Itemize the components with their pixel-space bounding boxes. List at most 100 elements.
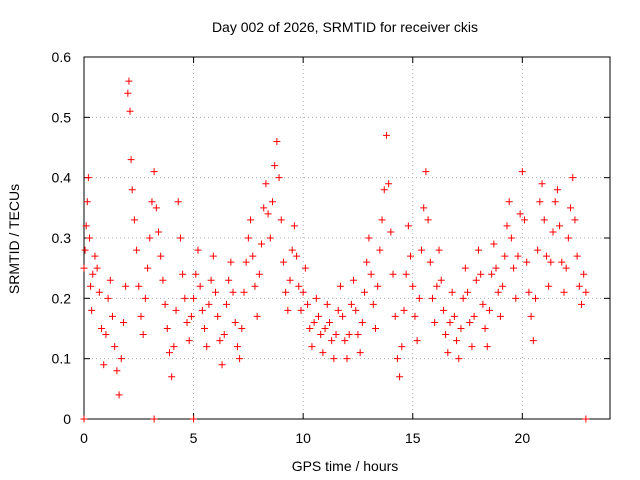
data-point	[549, 228, 557, 236]
data-point	[91, 252, 99, 260]
data-point	[84, 174, 92, 182]
data-point	[133, 246, 141, 254]
data-point	[95, 288, 103, 296]
data-point	[174, 198, 182, 206]
data-point	[139, 331, 147, 339]
data-point	[297, 306, 305, 314]
data-point	[115, 391, 123, 399]
data-point	[490, 240, 498, 248]
data-point	[323, 300, 331, 308]
data-point	[255, 270, 263, 278]
data-point	[181, 294, 189, 302]
data-point	[328, 337, 336, 345]
data-point	[80, 264, 88, 272]
y-tick-label: 0.5	[52, 109, 72, 125]
data-point	[277, 216, 285, 224]
data-point	[538, 180, 546, 188]
data-point	[573, 252, 581, 260]
chart-title: Day 002 of 2026, SRMTID for receiver cki…	[212, 19, 478, 35]
data-point	[356, 349, 364, 357]
y-tick-label: 0.4	[52, 170, 72, 186]
data-point	[387, 228, 395, 236]
data-point	[163, 325, 171, 332]
data-point	[111, 343, 119, 351]
data-point	[301, 264, 309, 272]
data-point	[279, 258, 287, 266]
data-point	[106, 276, 114, 284]
data-point	[137, 312, 145, 320]
data-point	[290, 222, 298, 230]
data-point	[150, 415, 158, 423]
data-point	[453, 337, 461, 345]
data-point	[468, 343, 476, 351]
data-point	[146, 234, 154, 242]
data-point	[247, 216, 255, 224]
data-point	[102, 331, 110, 339]
data-point	[253, 312, 261, 320]
data-point	[448, 288, 456, 296]
data-point	[308, 343, 316, 351]
data-point	[512, 294, 520, 302]
data-point	[122, 282, 130, 290]
data-point	[518, 168, 526, 176]
data-point	[330, 355, 338, 363]
x-tick-label: 15	[405, 430, 421, 446]
data-point	[165, 349, 173, 357]
data-point	[461, 264, 469, 272]
data-point	[488, 270, 496, 278]
data-point	[435, 246, 443, 254]
data-point	[260, 204, 268, 212]
data-point	[172, 306, 180, 314]
data-point	[531, 294, 539, 302]
data-point	[185, 337, 193, 345]
data-point	[361, 288, 369, 296]
data-point	[159, 276, 167, 284]
data-point	[569, 174, 577, 182]
data-point	[187, 312, 195, 320]
data-point	[510, 264, 518, 272]
data-point	[527, 312, 535, 320]
data-point	[183, 318, 191, 326]
data-point	[444, 349, 452, 357]
data-point	[148, 198, 156, 206]
data-point	[347, 300, 355, 308]
data-point	[494, 288, 502, 296]
data-point	[104, 294, 112, 302]
data-point	[205, 300, 213, 308]
data-point	[389, 270, 397, 278]
data-point	[400, 306, 408, 314]
data-point	[231, 318, 239, 326]
data-point	[249, 252, 257, 260]
data-point	[545, 282, 553, 290]
data-point	[321, 325, 329, 332]
data-point	[466, 318, 474, 326]
data-point	[203, 343, 211, 351]
data-point	[293, 252, 301, 260]
data-point	[124, 89, 132, 97]
data-point	[306, 325, 314, 332]
data-point	[426, 258, 434, 266]
data-point	[325, 318, 333, 326]
data-point	[85, 234, 93, 242]
data-point	[409, 282, 417, 290]
data-point	[578, 300, 586, 308]
data-point	[450, 312, 458, 320]
data-point	[391, 312, 399, 320]
data-point	[299, 288, 307, 296]
data-point	[93, 264, 101, 272]
data-point	[556, 222, 564, 230]
data-point	[422, 168, 430, 176]
data-point	[83, 198, 91, 206]
data-point	[144, 264, 152, 272]
data-point	[378, 216, 386, 224]
y-axis-label: SRMTID / TECUs	[6, 184, 22, 294]
data-point	[396, 373, 404, 381]
data-point	[332, 331, 340, 339]
data-point	[352, 306, 360, 314]
data-point	[547, 258, 555, 266]
data-point	[319, 349, 327, 357]
data-point	[315, 312, 323, 320]
data-point	[201, 325, 209, 332]
